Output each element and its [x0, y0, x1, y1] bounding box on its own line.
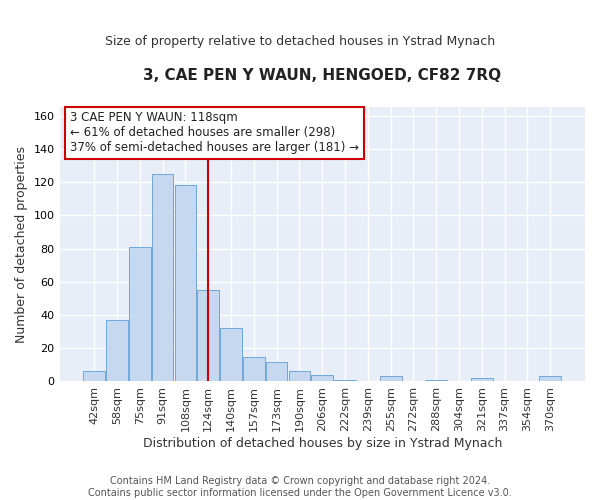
- Bar: [311, 375, 333, 382]
- Bar: [175, 186, 196, 382]
- Bar: [539, 376, 561, 382]
- X-axis label: Distribution of detached houses by size in Ystrad Mynach: Distribution of detached houses by size …: [143, 437, 502, 450]
- Bar: [152, 174, 173, 382]
- Bar: [334, 380, 356, 382]
- Bar: [83, 372, 105, 382]
- Bar: [380, 376, 401, 382]
- Text: Contains HM Land Registry data © Crown copyright and database right 2024.
Contai: Contains HM Land Registry data © Crown c…: [88, 476, 512, 498]
- Y-axis label: Number of detached properties: Number of detached properties: [15, 146, 28, 343]
- Text: Size of property relative to detached houses in Ystrad Mynach: Size of property relative to detached ho…: [105, 35, 495, 48]
- Bar: [266, 362, 287, 382]
- Text: 3 CAE PEN Y WAUN: 118sqm
← 61% of detached houses are smaller (298)
37% of semi-: 3 CAE PEN Y WAUN: 118sqm ← 61% of detach…: [70, 112, 359, 154]
- Bar: [243, 356, 265, 382]
- Bar: [425, 380, 447, 382]
- Bar: [106, 320, 128, 382]
- Bar: [289, 372, 310, 382]
- Bar: [129, 247, 151, 382]
- Bar: [197, 290, 219, 382]
- Title: 3, CAE PEN Y WAUN, HENGOED, CF82 7RQ: 3, CAE PEN Y WAUN, HENGOED, CF82 7RQ: [143, 68, 502, 82]
- Bar: [220, 328, 242, 382]
- Bar: [471, 378, 493, 382]
